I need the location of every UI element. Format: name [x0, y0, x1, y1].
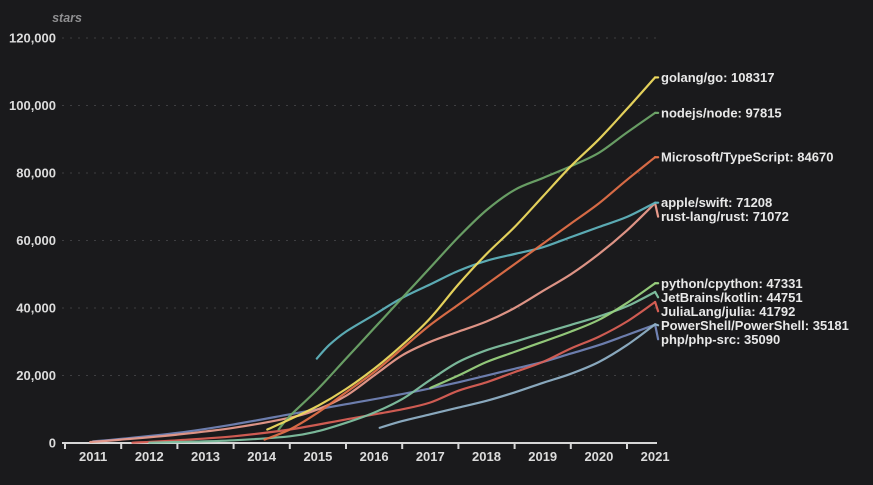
series-label-julialang-julia: JuliaLang/julia: 41792	[661, 304, 795, 319]
series-label-golang-go: golang/go: 108317	[661, 70, 774, 85]
series-label-apple-swift: apple/swift: 71208	[661, 195, 772, 210]
series-line-powershell-powershell[interactable]	[378, 323, 657, 429]
y-axis-title: stars	[52, 11, 82, 25]
x-tick-label: 2016	[360, 449, 389, 464]
x-tick-label: 2017	[416, 449, 445, 464]
series-label-rust-lang-rust: rust-lang/rust: 71072	[661, 209, 789, 224]
y-tick-label: 0	[49, 436, 56, 451]
series-label-jetbrains-kotlin: JetBrains/kotlin: 44751	[661, 290, 803, 305]
y-tick-label: 120,000	[9, 31, 56, 46]
series-line-jetbrains-kotlin[interactable]	[148, 290, 657, 444]
series-leader-line	[653, 202, 660, 218]
y-tick-label: 20,000	[16, 368, 56, 383]
x-tick-label: 2013	[191, 449, 220, 464]
series-label-php-php-src: php/php-src: 35090	[661, 332, 780, 347]
series-line-microsoft-typescript[interactable]	[263, 156, 657, 441]
series-leader-line	[653, 290, 660, 299]
series-line-golang-go[interactable]	[266, 76, 657, 431]
x-tick-label: 2012	[135, 449, 164, 464]
series-line-nodejs-node[interactable]	[277, 111, 657, 431]
y-tick-label: 80,000	[16, 166, 56, 181]
series-line-rust-lang-rust[interactable]	[89, 202, 657, 444]
series-leader-line	[653, 323, 660, 327]
series-line-julialang-julia[interactable]	[131, 300, 657, 444]
x-tick-label: 2020	[584, 449, 613, 464]
y-tick-label: 100,000	[9, 98, 56, 113]
x-tick-label: 2021	[641, 449, 670, 464]
y-tick-label: 40,000	[16, 301, 56, 316]
series-label-python-cpython: python/cpython: 47331	[661, 276, 803, 291]
series-line-php-php-src[interactable]	[92, 323, 657, 443]
series-label-nodejs-node: nodejs/node: 97815	[661, 105, 782, 120]
series-leader-line	[653, 323, 660, 341]
x-tick-label: 2011	[79, 449, 107, 464]
x-tick-label: 2015	[303, 449, 332, 464]
x-tick-label: 2019	[528, 449, 557, 464]
x-tick-label: 2014	[247, 449, 277, 464]
y-tick-label: 60,000	[16, 233, 56, 248]
series-line-python-cpython[interactable]	[429, 282, 657, 390]
x-tick-label: 2018	[472, 449, 501, 464]
series-label-powershell-powershell: PowerShell/PowerShell: 35181	[661, 318, 849, 333]
series-line-apple-swift[interactable]	[315, 201, 657, 360]
series-leader-line	[653, 300, 660, 313]
series-label-microsoft-typescript: Microsoft/TypeScript: 84670	[661, 150, 833, 165]
